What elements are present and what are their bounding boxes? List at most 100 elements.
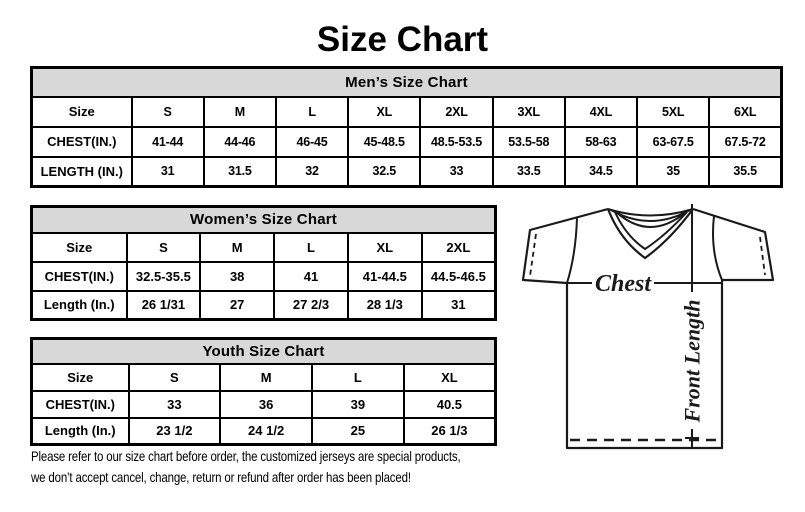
shirt-vneck-inner [614, 211, 688, 251]
table-row: Length (In.) 26 1/31 27 27 2/3 28 1/3 31 [30, 289, 497, 321]
row-label: CHEST(IN.) [30, 389, 130, 419]
row-label: Length (In.) [30, 416, 130, 446]
table-cell: L [311, 362, 405, 392]
table-cell: 38 [199, 260, 276, 292]
disclaimer-line-1: Please refer to our size chart before or… [31, 448, 461, 464]
table-cell: 36 [219, 389, 313, 419]
table-cell: 24 1/2 [219, 416, 313, 446]
shirt-left-cuff-dashed-line [529, 233, 537, 277]
table-cell: 2XL [420, 231, 497, 263]
table-cell: 26 1/31 [125, 289, 202, 321]
table-cell: 41 [273, 260, 349, 292]
size-header-row: Size S M L XL [30, 362, 497, 392]
table-row: CHEST(IN.) 32.5-35.5 38 41 41-44.5 44.5-46.5 [30, 260, 497, 292]
table-cell: 27 2/3 [273, 289, 349, 321]
table-cell: 33 [419, 155, 494, 188]
front-length-label: Front Length [680, 300, 705, 424]
chest-label: Chest [595, 271, 652, 297]
table-cell: 44.5-46.5 [420, 260, 497, 292]
table-cell: M [219, 362, 313, 392]
table-cell: 32.5 [347, 155, 422, 188]
table-cell: 39 [311, 389, 405, 419]
table-row: LENGTH (IN.) 31 31.5 32 32.5 33 33.5 34.5 35 35.5 [30, 155, 783, 188]
shirt-measurement-diagram: Chest Front Length [521, 204, 775, 450]
table-cell: 5XL [636, 95, 711, 128]
table-cell: 27 [199, 289, 276, 321]
front-length-label-bg [679, 292, 705, 429]
table-title: Youth Size Chart [30, 337, 497, 365]
table-cell: XL [347, 95, 422, 128]
table-title: Women’s Size Chart [30, 205, 497, 234]
row-label: CHEST(IN.) [30, 125, 133, 158]
table-cell: 31 [420, 289, 497, 321]
table-cell: 44-46 [202, 125, 277, 158]
row-label: Size [30, 231, 128, 263]
size-header-row: Size S M L XL 2XL [30, 231, 497, 263]
table-cell: 3XL [491, 95, 566, 128]
shirt-body-outline [565, 280, 724, 450]
table-cell: 35.5 [708, 155, 783, 188]
size-header-row: Size S M L XL 2XL 3XL 4XL 5XL 6XL [30, 95, 783, 128]
row-label: CHEST(IN.) [30, 260, 128, 292]
table-cell: 25 [311, 416, 405, 446]
mens-size-table: Men’s Size Chart Size S M L XL 2XL 3XL 4XL 5XL 6XL… [30, 66, 783, 188]
table-cell: 26 1/3 [402, 416, 497, 446]
table-cell: S [125, 231, 202, 263]
shirt-right-sleeve-outline [692, 207, 775, 282]
table-row: CHEST(IN.) 33 36 39 40.5 [30, 389, 497, 419]
table-row: Length (In.) 23 1/2 24 1/2 25 26 1/3 [30, 416, 497, 446]
disclaimer-text: Please refer to our size chart before or… [31, 446, 461, 488]
table-cell: L [273, 231, 349, 263]
youth-size-table: Youth Size Chart Size S M L XL CHEST(IN.) 33 36 3… [30, 337, 497, 446]
table-title: Men’s Size Chart [30, 66, 783, 98]
shirt-left-sleeve-outline [521, 207, 609, 285]
table-cell: 40.5 [402, 389, 497, 419]
table-cell: 35 [636, 155, 711, 188]
table-cell: 2XL [419, 95, 494, 128]
row-label: Length (In.) [30, 289, 128, 321]
shirt-right-armhole [712, 215, 723, 281]
disclaimer-line-2: we don’t accept cancel, change, return o… [31, 469, 411, 485]
table-cell: 41-44 [130, 125, 205, 158]
page-title: Size Chart [316, 20, 489, 59]
table-cell: 58-63 [563, 125, 639, 158]
row-label: Size [30, 95, 133, 128]
row-label: Size [30, 362, 130, 392]
table-cell: 23 1/2 [127, 416, 222, 446]
table-title-row: Youth Size Chart [30, 337, 497, 365]
table-cell: 46-45 [274, 125, 350, 158]
table-cell: 34.5 [563, 155, 639, 188]
table-cell: 33 [127, 389, 222, 419]
table-cell: 33.5 [491, 155, 566, 188]
table-cell: 63-67.5 [636, 125, 711, 158]
chest-label-bg [592, 270, 654, 295]
table-cell: 41-44.5 [346, 260, 423, 292]
table-cell: M [199, 231, 276, 263]
table-cell: M [202, 95, 277, 128]
table-cell: 31.5 [202, 155, 277, 188]
table-cell: 6XL [708, 95, 783, 128]
table-title-row: Men’s Size Chart [30, 66, 783, 98]
table-cell: XL [402, 362, 497, 392]
table-cell: S [130, 95, 205, 128]
shirt-right-cuff-dashed-line [759, 236, 766, 276]
table-cell: 31 [130, 155, 205, 188]
table-cell: 67.5-72 [708, 125, 783, 158]
row-label: LENGTH (IN.) [30, 155, 133, 188]
womens-size-table: Women’s Size Chart Size S M L XL 2XL CHEST(IN.)… [30, 205, 497, 321]
shirt-collar-back-arcs [607, 208, 694, 228]
table-cell: 53.5-58 [491, 125, 566, 158]
shirt-vneck-outer [606, 208, 694, 260]
shirt-left-armhole [566, 216, 578, 284]
table-cell: XL [346, 231, 423, 263]
table-title-row: Women’s Size Chart [30, 205, 497, 234]
table-cell: 32.5-35.5 [125, 260, 202, 292]
table-cell: L [274, 95, 350, 128]
table-cell: 32 [274, 155, 350, 188]
table-cell: S [127, 362, 222, 392]
table-row: CHEST(IN.) 41-44 44-46 46-45 45-48.5 48.5-53.… [30, 125, 783, 158]
table-cell: 4XL [563, 95, 639, 128]
table-cell: 28 1/3 [346, 289, 423, 321]
table-cell: 45-48.5 [347, 125, 422, 158]
